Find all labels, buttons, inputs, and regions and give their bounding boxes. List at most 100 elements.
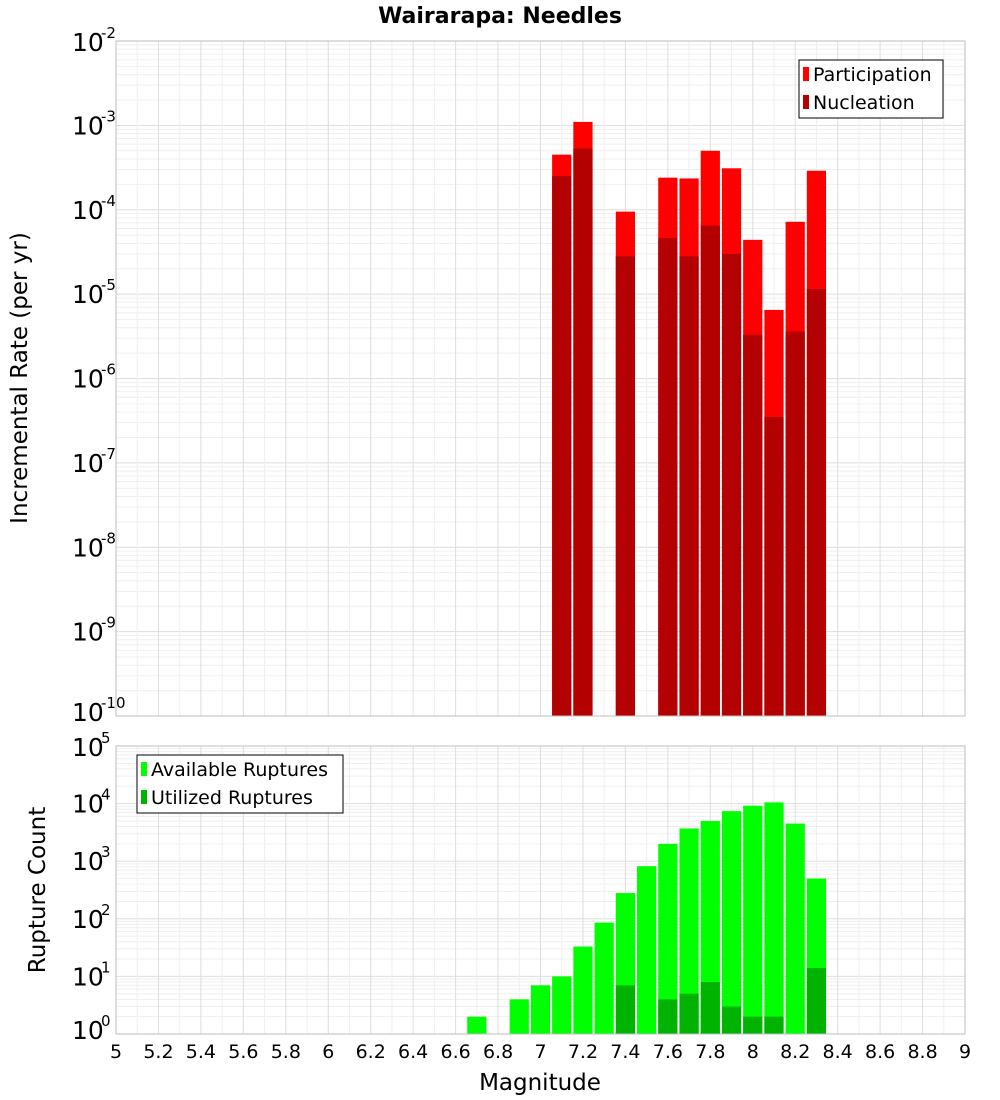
x-tick-label: 8.8 — [907, 1041, 937, 1063]
bar — [743, 1016, 763, 1034]
y-tick-exponent: -7 — [101, 445, 116, 463]
bar — [467, 1016, 487, 1034]
y-tick-exponent: 1 — [101, 958, 111, 976]
series-available-ruptures — [467, 802, 827, 1034]
x-tick-label: 8.6 — [865, 1041, 895, 1063]
x-tick-label: 7.8 — [695, 1041, 725, 1063]
bar — [806, 967, 827, 1034]
y-tick-exponent: -6 — [101, 361, 116, 379]
x-tick-label: 7.2 — [568, 1041, 598, 1063]
y-tick-label: 10 — [72, 698, 104, 727]
bar — [764, 1016, 784, 1034]
x-tick-label: 7.4 — [610, 1041, 640, 1063]
legend-box — [798, 59, 944, 119]
x-tick-label: 5.6 — [228, 1041, 258, 1063]
bar — [573, 148, 593, 716]
bar — [764, 416, 784, 716]
x-tick-label: 9 — [959, 1041, 971, 1063]
bar — [721, 253, 742, 716]
bar — [700, 981, 720, 1034]
legend-label: Participation — [813, 64, 932, 86]
x-tick-label: 6.4 — [398, 1041, 428, 1063]
bar — [679, 256, 699, 716]
y-tick-label: 10 — [72, 280, 104, 309]
bar — [509, 999, 529, 1034]
x-tick-label: 6 — [322, 1041, 334, 1063]
bar — [552, 176, 572, 716]
bar — [658, 843, 678, 1034]
x-tick-label: 5 — [110, 1041, 122, 1063]
legend: Available Ruptures Utilized Ruptures — [136, 754, 344, 814]
y-tick-label: 10 — [72, 533, 104, 562]
y-tick-label: 10 — [72, 962, 104, 991]
bar — [743, 334, 763, 716]
bar — [552, 976, 572, 1034]
y-tick-exponent: 3 — [101, 843, 111, 861]
bar — [785, 331, 805, 716]
legend: Participation Nucleation — [798, 59, 944, 119]
bar — [637, 866, 657, 1034]
y-tick-label: 10 — [72, 1016, 104, 1045]
bar — [573, 946, 593, 1034]
y-tick-label: 10 — [72, 905, 104, 934]
x-tick-label: 5.2 — [143, 1041, 173, 1063]
legend-label: Nucleation — [813, 92, 915, 114]
x-axis-label: Magnitude — [479, 1070, 601, 1096]
y-tick-label: 10 — [72, 365, 104, 394]
bar — [700, 820, 720, 1034]
y-tick-label: 10 — [72, 111, 104, 140]
x-tick-label: 8.4 — [823, 1041, 853, 1063]
bars — [552, 121, 827, 716]
y-tick-label: 10 — [72, 618, 104, 647]
legend-swatch — [141, 790, 147, 804]
legend-label: Available Ruptures — [151, 759, 328, 781]
bar — [721, 1006, 742, 1034]
x-tick-label: 8 — [747, 1041, 759, 1063]
bar — [679, 993, 699, 1034]
y-tick-label: 10 — [72, 847, 104, 876]
bar — [615, 256, 636, 716]
x-tick-labels: 5 5.2 5.4 5.6 5.8 6 6.2 6.4 6.6 6.8 7 7.2 7.4 7.6 7.8 8… — [110, 1041, 971, 1063]
bar — [615, 985, 636, 1034]
x-tick-label: 5.4 — [186, 1041, 216, 1063]
bar — [658, 238, 678, 716]
series-nucleation — [552, 148, 827, 716]
bar — [764, 802, 784, 1034]
y-tick-exponent: -9 — [101, 614, 116, 632]
bar — [785, 823, 805, 1034]
y-tick-exponent: 2 — [101, 901, 111, 919]
y-tick-exponent: -2 — [101, 24, 116, 42]
bar — [658, 999, 678, 1034]
y-tick-exponent: 5 — [101, 729, 111, 747]
y-tick-exponent: 4 — [101, 786, 111, 804]
x-tick-label: 6.8 — [483, 1041, 513, 1063]
x-tick-label: 6.6 — [440, 1041, 470, 1063]
plot-frame — [115, 40, 966, 717]
y-tick-exponent: -8 — [101, 529, 116, 547]
bars — [467, 802, 827, 1034]
bar — [530, 985, 551, 1034]
bar — [700, 225, 720, 716]
y-tick-label: 10 — [72, 449, 104, 478]
y-tick-exponent: -4 — [101, 192, 116, 210]
bar — [806, 289, 827, 716]
y-tick-label: 10 — [72, 790, 104, 819]
x-tick-label: 5.8 — [271, 1041, 301, 1063]
plot-frame — [115, 745, 966, 1035]
x-tick-label: 7.6 — [653, 1041, 683, 1063]
rate-panel-y-axis-label: Incremental Rate (per yr) — [7, 232, 33, 524]
x-tick-label: 6.2 — [356, 1041, 386, 1063]
bar — [594, 922, 614, 1034]
legend-swatch — [803, 67, 809, 81]
y-tick-exponent: -10 — [101, 694, 126, 712]
series-utilized-ruptures — [615, 967, 827, 1034]
gridlines — [116, 40, 965, 717]
bar — [679, 828, 699, 1034]
x-tick-label: 7 — [534, 1041, 546, 1063]
y-tick-exponent: -5 — [101, 276, 116, 294]
legend-box — [136, 754, 344, 814]
rupture-count-panel-y-axis-label: Rupture Count — [25, 807, 51, 973]
